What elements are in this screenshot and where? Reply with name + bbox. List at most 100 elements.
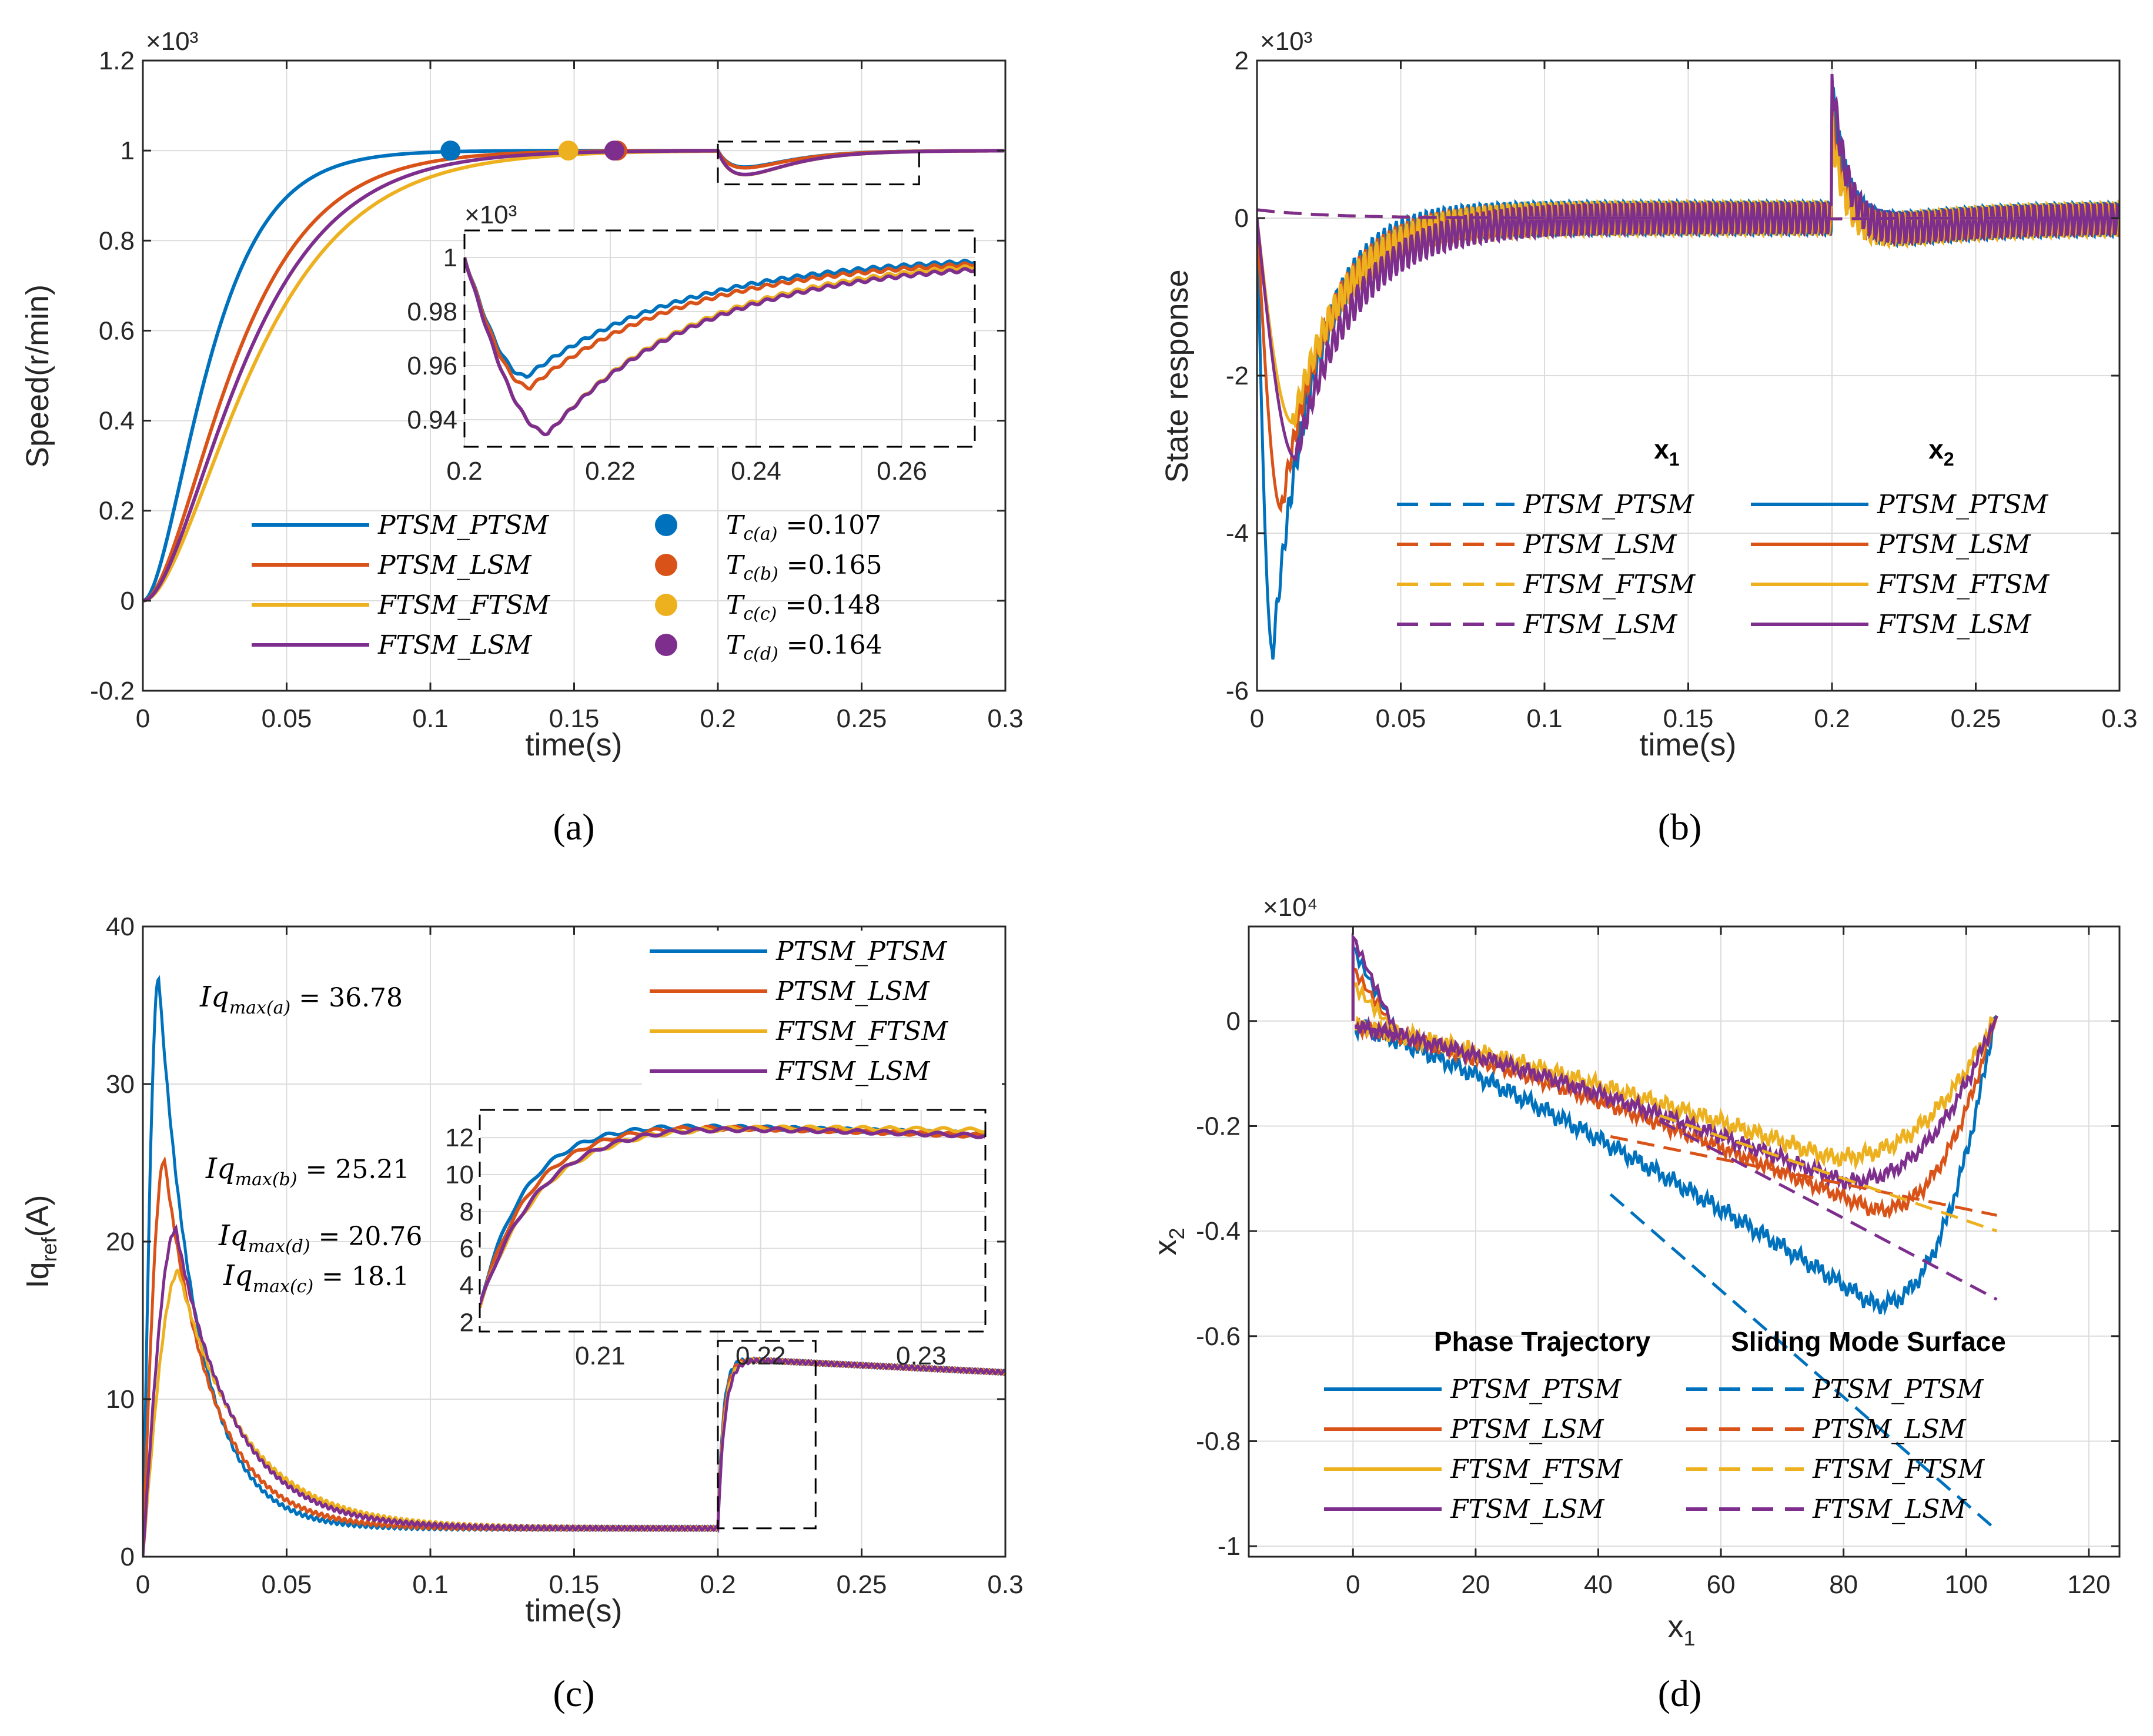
panel-b-ytick-label: 2 [1235,46,1249,75]
panel-b-xtick-label: 0.05 [1376,704,1426,733]
iq-main: Iq [223,1259,253,1292]
panel-c-inset-series [480,1123,985,1308]
panel-b-legend-x1-item-2-label: PTSM_LSM [1523,530,1677,560]
panel-d-ylabel-sub: 2 [1165,1227,1189,1239]
panel-b-xtick-label: 0.25 [1951,704,2001,733]
panel-c-ytick-label: 30 [106,1070,135,1099]
panel-a-legend-marker-2 [655,554,677,576]
tc-main: T [726,550,745,580]
panel-c-ytick-label: 0 [121,1543,135,1571]
panel-c-ticks: 0 0.05 0.1 0.15 0.2 0.25 0.3 0 10 20 30 40 [106,912,1024,1599]
panel-d-legend-traj-item-1-label: PTSM_PTSM [1450,1374,1622,1404]
panel-a-inset: 0.2 0.22 0.24 0.26 0.94 0.96 0.98 1×10³ [407,200,976,486]
panel-c-inset-box [479,1109,987,1333]
panel-d-xtick-label: 80 [1829,1570,1858,1599]
panel-d-xtick-label: 120 [2067,1570,2110,1599]
panel-c-annotation-1: Iqmax(a) = 36.78 [199,981,403,1018]
tc-value: =0.107 [777,510,881,540]
panel-d-ytick-label: -0.2 [1196,1112,1241,1140]
panel-d-xtick-label: 60 [1707,1570,1736,1599]
panel-d-trajectory-3 [1351,982,1998,1171]
panel-a-legend-tc-2: Tc(b) =0.165 [726,550,882,584]
panel-a-ytick-label: 0 [121,587,135,616]
panel-b: 0 0.05 0.1 0.15 0.2 0.25 0.3 -6 -4 -2 0 2 ×10³ time… [1159,27,2138,848]
tc-sub: c(b) [743,564,778,584]
panel-d-ylabel: x2 [1148,1227,1189,1255]
panel-b-legend-group1-title: x1 [1654,434,1679,470]
panel-a-inset-line-4 [464,257,975,437]
panel-c-legend-item-2-label: PTSM_LSM [775,976,930,1006]
panel-a-ytick-label: 0.8 [99,226,135,255]
panel-d-legend-surf-item-1-label: PTSM_PTSM [1812,1374,1984,1404]
panel-b-ytick-label: 0 [1235,204,1249,233]
panel-c-xtick-label: 0.05 [262,1570,312,1599]
panel-b-legend-x2-item-3-label: FTSM_FTSM [1877,570,2050,600]
panel-d-legend-traj-item-3-label: FTSM_FTSM [1450,1454,1623,1484]
panel-a-ytick-label: 0.6 [99,316,135,345]
panel-c-inset-xtick-label: 0.21 [575,1342,626,1370]
panel-a-ticks: 0 0.05 0.1 0.15 0.2 0.25 0.3-0.200.20.40.60.81… [90,46,1023,733]
panel-b-legend-x2-item-1-label: PTSM_PTSM [1877,490,2048,520]
iq-sub: max(a) [229,998,291,1018]
panel-a-inset-xtick-label: 0.26 [877,457,927,486]
panel-a-inset-exponent: ×10³ [464,200,517,229]
panel-d-legend-surf-item-3-label: FTSM_FTSM [1812,1454,1985,1484]
panel-d-series [1351,933,1998,1532]
panel-b-legend-x2-item-2-label: PTSM_LSM [1877,530,2031,560]
panel-c-ylabel-main: Iq [20,1262,55,1288]
panel-d-ylabel-main: x [1148,1240,1183,1256]
panel-c-xtick-label: 0.1 [412,1570,448,1599]
tc-value: =0.165 [778,550,882,580]
panel-c-line-4 [143,1224,1005,1557]
panel-b-xlabel: time(s) [1640,727,1737,762]
panel-a-legend-marker-4 [655,634,677,656]
panel-a-legend-item-1-label: PTSM_PTSM [377,510,549,540]
iq-value: = 20.76 [310,1222,423,1252]
panel-a-xtick-label: 0.3 [987,704,1023,733]
panel-d-xtick-label: 100 [1945,1570,1988,1599]
panel-d-axes-box [1248,925,2121,1558]
iq-main: Iq [205,1152,235,1185]
panel-b-xtick-label: 0.3 [2101,704,2137,733]
panel-d-xlabel-main: x [1667,1609,1683,1644]
iq-main: Iq [218,1219,248,1252]
panel-d-xtick-label: 0 [1346,1570,1360,1599]
panel-c: 0.21 0.22 0.23 2 4 6 8 10 12 0 0.05 0.1 0.15 0.2 0.25… [20,912,1024,1714]
panel-c-xtick-label: 0.25 [837,1570,887,1599]
panel-b-series [1257,73,2119,660]
tc-value: =0.164 [778,630,882,660]
iq-sub: max(b) [235,1169,297,1190]
tc-sub: c(a) [743,524,777,544]
tc-sub: c(d) [743,644,778,664]
group1-main: x [1654,434,1669,464]
panel-b-caption: (b) [1658,806,1702,848]
panel-a-inset-line-2 [464,257,975,391]
panel-a-inset-series [464,257,975,437]
panel-c-inset-line-4 [480,1126,985,1305]
panel-c-inset-ytick-label: 4 [460,1271,474,1300]
panel-a-ylabel: Speed(r/min) [20,285,55,468]
panel-a-ytick-label: 1 [121,136,135,165]
tc-main: T [726,590,745,620]
panel-a-legend: PTSM_PTSM PTSM_LSM FTSM_FTSM FTSM_LSM Tc(a) … [252,510,882,664]
panel-b-xtick-label: 0 [1250,704,1264,733]
panel-d-legend-surf-item-4-label: FTSM_LSM [1812,1494,1967,1524]
iq-sub: max(c) [253,1276,313,1297]
panel-c-legend-item-1-label: PTSM_PTSM [775,936,947,966]
panel-c-inset-xtick-label: 0.22 [736,1342,786,1370]
panel-a-inset-ytick-label: 0.96 [407,352,457,380]
panel-a-inset-ytick-label: 0.98 [407,297,457,326]
panel-b-legend-x1-item-3-label: FTSM_FTSM [1523,570,1696,600]
panel-c-legend: PTSM_PTSM PTSM_LSM FTSM_FTSM FTSM_LSM [642,931,1002,1099]
panel-a-xtick-label: 0 [136,704,150,733]
panel-c-annotation-4: Iqmax(c) = 18.1 [223,1259,409,1297]
panel-b-x2-line-4 [1257,73,2119,461]
panel-a-xtick-label: 0.25 [837,704,887,733]
panel-b-xtick-label: 0.1 [1526,704,1562,733]
panel-b-xtick-label: 0.2 [1814,704,1850,733]
panel-a-ytick-label: 0.2 [99,497,135,526]
panel-c-legend-item-4-label: FTSM_LSM [775,1056,930,1086]
panel-d-xtick-label: 40 [1584,1570,1613,1599]
tc-main: T [726,630,745,660]
